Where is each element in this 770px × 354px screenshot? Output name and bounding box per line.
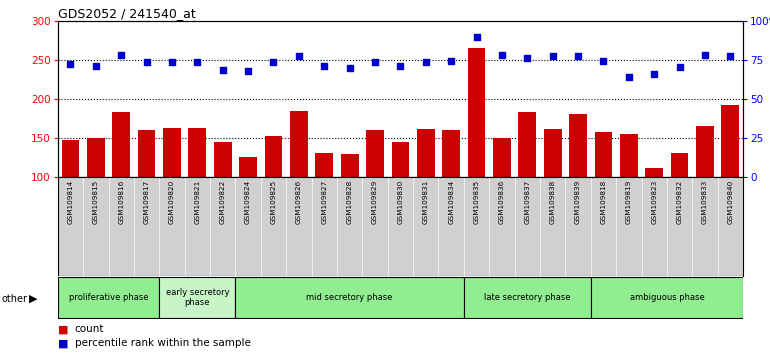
Bar bbox=[163, 128, 181, 177]
Text: GSM109839: GSM109839 bbox=[575, 180, 581, 224]
Text: GSM109831: GSM109831 bbox=[423, 180, 429, 224]
Text: percentile rank within the sample: percentile rank within the sample bbox=[75, 338, 250, 348]
Point bbox=[394, 63, 407, 68]
Bar bbox=[591, 277, 743, 318]
Text: GDS2052 / 241540_at: GDS2052 / 241540_at bbox=[58, 7, 196, 20]
Bar bbox=[442, 130, 460, 177]
Point bbox=[115, 52, 127, 58]
Text: ambiguous phase: ambiguous phase bbox=[630, 293, 705, 302]
Text: GSM109822: GSM109822 bbox=[219, 180, 226, 224]
Bar bbox=[518, 112, 536, 177]
Point bbox=[598, 58, 610, 64]
Point bbox=[64, 61, 76, 67]
Text: early secretory
phase: early secretory phase bbox=[166, 288, 229, 307]
Text: GSM109819: GSM109819 bbox=[626, 180, 632, 224]
Point bbox=[648, 72, 661, 77]
Text: GSM109829: GSM109829 bbox=[372, 180, 378, 224]
Text: GSM109836: GSM109836 bbox=[499, 180, 505, 224]
Text: GSM109817: GSM109817 bbox=[143, 180, 149, 224]
Bar bbox=[366, 130, 384, 177]
Point bbox=[166, 59, 178, 64]
Bar bbox=[467, 48, 485, 177]
Text: ■: ■ bbox=[58, 338, 69, 348]
Bar bbox=[645, 168, 663, 177]
Text: other: other bbox=[2, 294, 28, 304]
Text: proliferative phase: proliferative phase bbox=[69, 293, 149, 302]
Point bbox=[623, 74, 635, 80]
Point bbox=[674, 64, 686, 70]
Bar bbox=[696, 126, 714, 177]
Text: GSM109828: GSM109828 bbox=[346, 180, 353, 224]
Text: GSM109820: GSM109820 bbox=[169, 180, 175, 224]
Text: GSM109824: GSM109824 bbox=[245, 180, 251, 224]
Point bbox=[343, 65, 356, 71]
Bar bbox=[58, 277, 159, 318]
Point bbox=[521, 55, 534, 61]
Text: ▶: ▶ bbox=[29, 294, 38, 304]
Bar bbox=[236, 277, 464, 318]
Text: GSM109838: GSM109838 bbox=[550, 180, 556, 224]
Point bbox=[318, 64, 330, 69]
Point bbox=[293, 53, 305, 58]
Bar bbox=[62, 139, 79, 177]
Bar bbox=[239, 157, 257, 177]
Text: GSM109818: GSM109818 bbox=[601, 180, 607, 224]
Point bbox=[89, 63, 102, 68]
Bar bbox=[138, 130, 156, 177]
Text: GSM109826: GSM109826 bbox=[296, 180, 302, 224]
Point bbox=[191, 59, 203, 64]
Point bbox=[445, 58, 457, 64]
Point bbox=[496, 52, 508, 58]
Text: GSM109814: GSM109814 bbox=[68, 180, 73, 224]
Bar bbox=[290, 111, 308, 177]
Bar bbox=[464, 277, 591, 318]
Bar bbox=[341, 154, 359, 177]
Point bbox=[216, 67, 229, 72]
Text: GSM109830: GSM109830 bbox=[397, 180, 403, 224]
Point bbox=[699, 52, 711, 58]
Bar bbox=[159, 277, 236, 318]
Text: late secretory phase: late secretory phase bbox=[484, 293, 571, 302]
Bar bbox=[189, 128, 206, 177]
Bar bbox=[265, 136, 283, 177]
Text: count: count bbox=[75, 324, 104, 334]
Text: GSM109840: GSM109840 bbox=[728, 180, 733, 224]
Point bbox=[267, 59, 280, 64]
Text: mid secretory phase: mid secretory phase bbox=[306, 293, 393, 302]
Bar bbox=[493, 138, 511, 177]
Bar bbox=[214, 142, 232, 177]
Text: GSM109827: GSM109827 bbox=[321, 180, 327, 224]
Bar bbox=[671, 153, 688, 177]
Point bbox=[547, 53, 559, 58]
Bar bbox=[316, 153, 333, 177]
Point bbox=[369, 59, 381, 64]
Bar bbox=[391, 142, 410, 177]
Text: GSM109825: GSM109825 bbox=[270, 180, 276, 224]
Bar bbox=[112, 112, 130, 177]
Text: GSM109816: GSM109816 bbox=[119, 180, 124, 224]
Point bbox=[470, 34, 483, 40]
Text: GSM109832: GSM109832 bbox=[677, 180, 682, 224]
Point bbox=[420, 59, 432, 64]
Text: GSM109821: GSM109821 bbox=[194, 180, 200, 224]
Point bbox=[572, 53, 584, 58]
Text: ■: ■ bbox=[58, 324, 69, 334]
Text: GSM109815: GSM109815 bbox=[93, 180, 99, 224]
Bar bbox=[417, 129, 434, 177]
Text: GSM109833: GSM109833 bbox=[702, 180, 708, 224]
Bar bbox=[594, 132, 612, 177]
Bar bbox=[569, 114, 587, 177]
Text: GSM109837: GSM109837 bbox=[524, 180, 531, 224]
Text: GSM109835: GSM109835 bbox=[474, 180, 480, 224]
Point bbox=[140, 59, 152, 64]
Text: GSM109834: GSM109834 bbox=[448, 180, 454, 224]
Bar bbox=[721, 104, 739, 177]
Bar bbox=[544, 129, 561, 177]
Bar bbox=[620, 134, 638, 177]
Point bbox=[242, 68, 254, 74]
Point bbox=[725, 53, 737, 58]
Bar bbox=[87, 138, 105, 177]
Text: GSM109823: GSM109823 bbox=[651, 180, 658, 224]
